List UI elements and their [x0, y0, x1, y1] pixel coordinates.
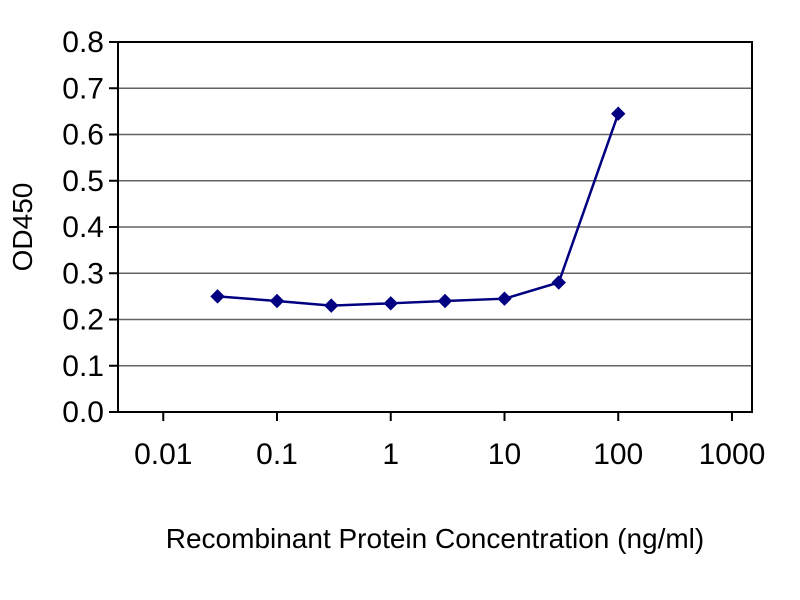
x-axis-ticks — [162, 412, 733, 421]
y-axis-label: OD450 — [7, 183, 38, 272]
data-point-marker — [210, 289, 225, 304]
x-tick-labels: 0.01 0.1 1 10 100 1000 — [134, 438, 765, 471]
data-point-marker — [437, 293, 453, 309]
x-axis-label: Recombinant Protein Concentration (ng/ml… — [166, 523, 704, 554]
y-tick-label: 0.0 — [62, 396, 104, 429]
series-line — [217, 113, 620, 307]
data-point-marker — [324, 298, 339, 313]
x-tick-label: 0.1 — [256, 438, 298, 471]
y-tick-label: 0.8 — [62, 26, 104, 59]
x-tick-label: 0.01 — [134, 438, 192, 471]
x-tick-label: 1000 — [699, 438, 766, 471]
data-series — [210, 106, 626, 313]
gridlines — [118, 87, 752, 367]
data-point-marker — [611, 106, 626, 121]
y-axis-ticks — [109, 41, 118, 413]
y-tick-label: 0.3 — [62, 257, 104, 290]
data-point-marker — [383, 296, 398, 311]
data-point-marker — [551, 275, 566, 290]
x-tick-label: 100 — [593, 438, 643, 471]
plot-border — [117, 41, 753, 413]
x-tick-label: 10 — [488, 438, 521, 471]
y-tick-label: 0.6 — [62, 119, 104, 152]
y-tick-label: 0.1 — [62, 350, 104, 383]
y-tick-label: 0.7 — [62, 72, 104, 105]
x-tick-label: 1 — [382, 438, 399, 471]
y-tick-label: 0.2 — [62, 304, 104, 337]
y-tick-label: 0.4 — [62, 211, 104, 244]
y-tick-label: 0.5 — [62, 165, 104, 198]
data-point-marker — [269, 293, 285, 309]
y-tick-labels: 0.0 0.1 0.2 0.3 0.4 0.5 0.6 0.7 0.8 — [62, 26, 104, 429]
data-point-marker — [497, 291, 512, 306]
